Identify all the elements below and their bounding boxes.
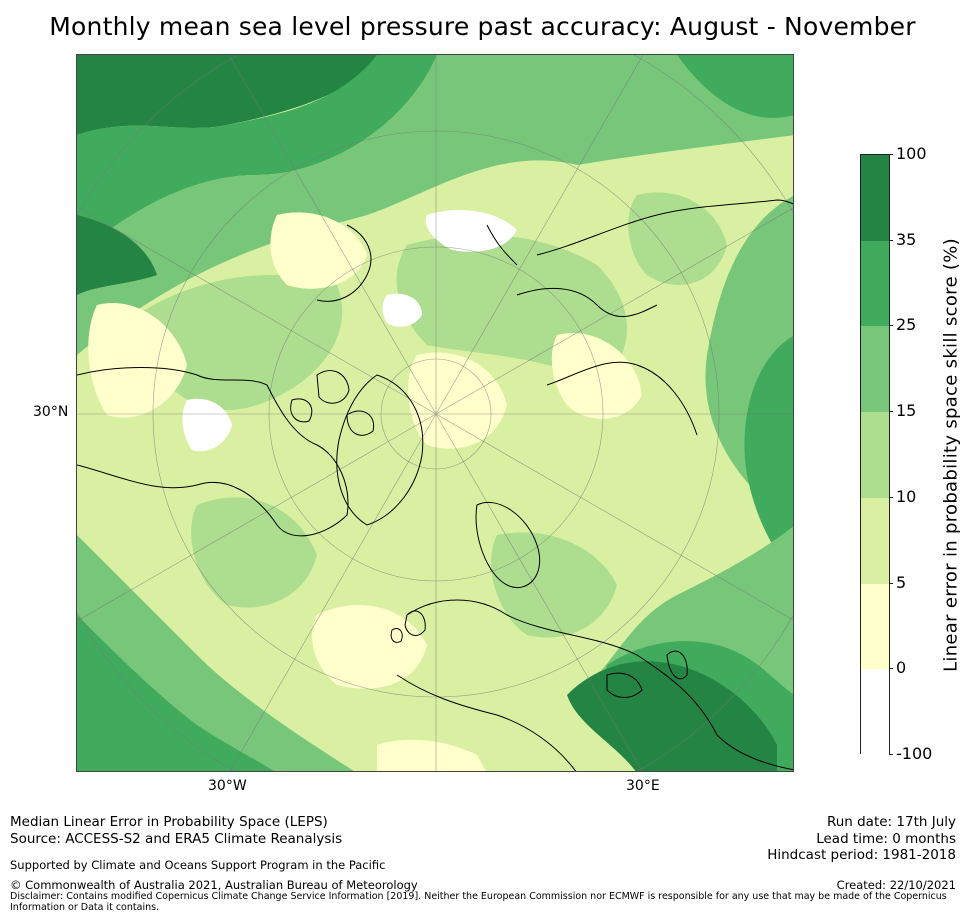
footer-created: Created: 22/10/2021 <box>836 878 956 892</box>
coastline-north-america <box>77 367 349 537</box>
footer-source: Source: ACCESS-S2 and ERA5 Climate Reana… <box>10 831 343 847</box>
coastlines <box>77 199 793 771</box>
skill-region-high <box>77 615 274 771</box>
skill-region-verylow <box>377 739 486 771</box>
colorbar-segment <box>861 155 889 241</box>
coastline-scandinavia <box>475 501 541 589</box>
coastline-black-sea <box>606 672 643 698</box>
colorbar-tickmark <box>889 239 893 241</box>
colorbar-segment <box>861 240 889 327</box>
footer-lead-time: Lead time: 0 months <box>816 831 956 847</box>
colorbar-tickmark <box>889 496 893 498</box>
footer-disclaimer: Disclaimer: Contains modified Copernicus… <box>10 891 950 913</box>
colorbar-tickmark <box>889 582 893 584</box>
skill-region-none <box>382 293 422 327</box>
skill-region-verylow <box>551 333 642 419</box>
coastline-alaska <box>316 224 372 302</box>
skill-region-low <box>191 497 317 608</box>
skill-region-high <box>677 55 793 118</box>
footer-supported: Supported by Climate and Oceans Support … <box>10 858 386 872</box>
colorbar-tick-label: 15 <box>896 401 917 421</box>
colorbar-segment <box>861 412 889 498</box>
colorbar-tick-label: 100 <box>896 144 927 163</box>
coastline-caspian <box>666 650 688 680</box>
colorbar-tick-label: 25 <box>896 315 917 335</box>
skill-region-low <box>137 275 343 411</box>
colorbar-tick-label: 0 <box>896 658 907 678</box>
coastline-siberia <box>536 199 793 256</box>
coastline-russia <box>546 361 698 436</box>
colorbar-segment <box>861 497 889 584</box>
coastline-mediterranean <box>396 674 577 771</box>
colorbar-tickmark <box>889 754 893 755</box>
polar-map <box>76 54 794 772</box>
footer-hindcast: Hindcast period: 1981-2018 <box>767 847 956 863</box>
chart-title: Monthly mean sea level pressure past acc… <box>49 12 916 41</box>
skill-region-verylow <box>408 352 507 449</box>
lon-label-30e: 30°E <box>626 778 660 794</box>
lat-label-30n: 30°N <box>33 404 69 420</box>
coastline-europe <box>406 599 793 771</box>
colorbar-tickmark <box>889 154 893 155</box>
skill-region-verylow <box>312 605 427 689</box>
colorbar-tickmark <box>889 411 893 413</box>
skill-region-veryhigh <box>567 661 777 771</box>
colorbar-tick-label: 35 <box>896 229 917 249</box>
coastline-siberia-north <box>516 287 658 318</box>
skill-region-high <box>744 336 793 573</box>
colorbar <box>860 154 890 755</box>
skill-region-verylow <box>88 303 187 418</box>
coastline-greenland <box>336 374 424 526</box>
colorbar-label: Linear error in probability space skill … <box>940 238 962 672</box>
coastline-chukotka <box>486 224 518 266</box>
colorbar-segment <box>861 669 889 755</box>
colorbar-tick-label: 5 <box>896 572 907 592</box>
meridians <box>77 55 793 771</box>
lon-label-30w: 30°W <box>208 778 247 794</box>
skill-region-high <box>77 55 437 255</box>
skill-region-high <box>77 55 377 135</box>
colorbar-tick-label: 10 <box>896 486 917 506</box>
footer-leps: Median Linear Error in Probability Space… <box>10 814 328 830</box>
colorbar-tickmark <box>889 668 893 670</box>
colorbar-tick-label: -100 <box>896 744 933 763</box>
skill-region-mid <box>77 55 793 355</box>
coastline-british-isles <box>390 610 426 643</box>
colorbar-segment <box>861 583 889 670</box>
skill-region-low <box>491 532 617 638</box>
coastline-arctic-islands <box>290 370 375 436</box>
skill-region-verylow <box>270 212 367 289</box>
footer-disclaimer-line1: Disclaimer: Contains modified Copernicus… <box>10 891 947 902</box>
footer-disclaimer-line2: Information or Data it contains. <box>10 902 160 913</box>
footer-run-date: Run date: 17th July <box>826 814 956 830</box>
colorbar-tickmark <box>889 325 893 327</box>
footer-copyright: © Commonwealth of Australia 2021, Austra… <box>10 878 418 892</box>
skill-region-none <box>182 398 232 452</box>
colorbar-segment <box>861 326 889 413</box>
skill-region-high <box>77 215 157 295</box>
skill-region-none <box>425 210 517 252</box>
